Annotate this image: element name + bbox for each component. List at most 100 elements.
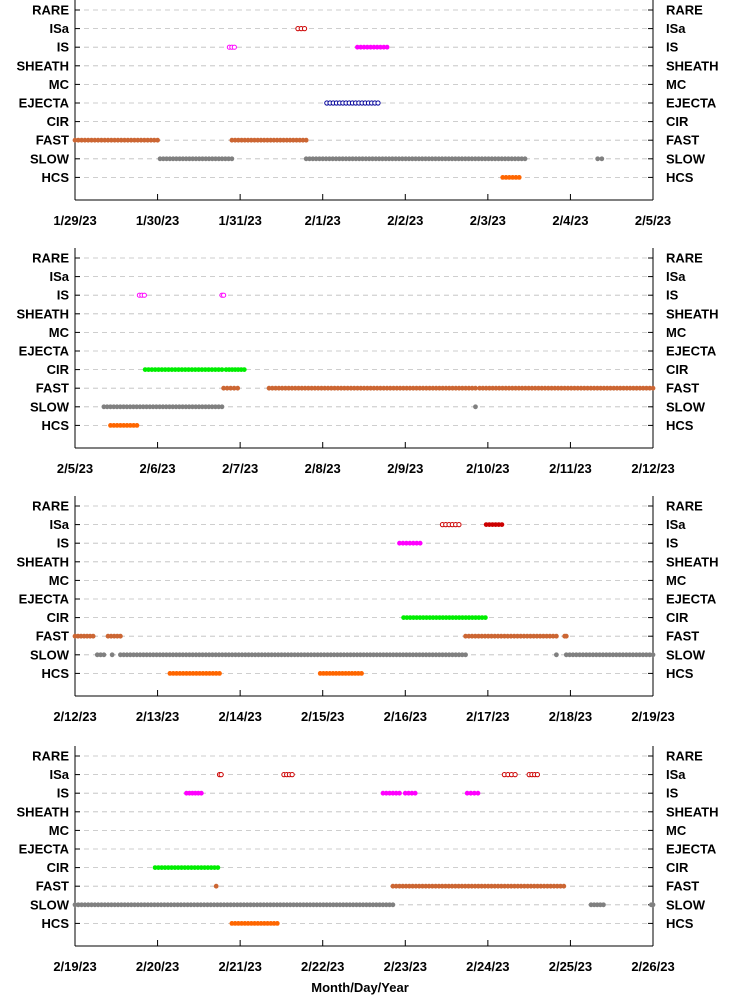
data-point-hcs [170,671,176,676]
data-point-hcs [111,423,117,428]
series-isa-segment [501,772,518,778]
data-point-cir [206,367,212,372]
y-category-label-right: EJECTA [666,96,717,111]
data-point-fast [498,883,504,889]
data-point-slow [153,404,159,410]
data-point-slow [377,902,383,908]
data-point-slow [489,156,495,162]
data-point-fast [462,883,468,889]
data-point-is [402,790,408,796]
data-point-slow [364,652,370,658]
data-point-is [354,44,360,50]
data-point-cir [152,367,158,372]
data-point-cir [219,367,225,372]
data-point-cir [216,367,222,372]
y-category-label-left: MC [49,77,70,92]
data-point-is [397,540,402,546]
y-category-label-right: EJECTA [666,842,717,857]
data-point-cir [192,865,198,870]
y-category-label-left: SLOW [30,897,70,912]
data-point-fast [538,883,544,889]
data-point-cir [146,367,151,372]
data-point-slow [121,652,127,658]
data-point-slow [173,404,179,410]
data-point-slow [297,902,303,908]
data-point-cir [172,865,178,870]
data-point-slow [124,404,130,410]
data-point-fast [531,883,537,889]
series-slow-segment [553,652,559,658]
data-point-slow [363,156,369,162]
data-point-slow [114,404,120,410]
data-point-slow [318,652,324,658]
data-point-cir [182,367,188,372]
data-point-slow [492,156,498,162]
data-point-cir [182,865,188,870]
data-point-slow [336,156,342,162]
data-point-hcs [180,671,186,676]
y-category-label-left: HCS [42,916,70,931]
data-point-slow [443,652,449,658]
data-point-slow [371,652,376,658]
data-point-slow [499,156,505,162]
data-point-fast [492,883,498,889]
series-hcs-segment [167,671,222,676]
data-point-is [393,790,399,796]
x-tick-label: 2/17/23 [466,709,509,724]
x-tick-label: 2/14/23 [218,709,261,724]
data-point-ejecta [375,100,381,106]
data-point-slow [104,404,110,410]
series-ejecta-segment [324,100,381,106]
data-point-slow [162,902,167,908]
data-point-slow [522,156,528,162]
data-point-cir [199,367,205,372]
data-point-slow [420,652,426,658]
data-point-slow [178,902,184,908]
x-tick-label: 2/3/23 [470,213,506,228]
data-point-slow [367,902,373,908]
data-point-slow [430,652,436,658]
series-slow-segment [588,902,606,908]
data-point-cir [159,865,165,870]
y-category-label-right: ISa [666,517,686,532]
data-point-slow [127,652,133,658]
data-point-fast [75,137,81,143]
data-point-fast [390,883,396,889]
data-point-fast [423,883,429,889]
data-point-slow [269,652,275,658]
data-point-slow [111,404,117,410]
data-point-fast [92,137,98,143]
data-point-slow [456,652,462,658]
series-slow-segment [157,156,235,162]
data-point-fast [558,883,563,889]
data-point-slow [462,156,468,162]
data-point-fast [521,883,527,889]
x-tick-label: 2/4/23 [552,213,588,228]
data-point-fast [128,137,134,143]
data-point-slow [433,652,439,658]
data-point-slow [213,652,219,658]
x-tick-label: 1/30/23 [136,213,179,228]
data-point-slow [310,156,316,162]
x-tick-label: 2/18/23 [549,709,592,724]
data-point-slow [72,902,78,908]
y-category-label-left: EJECTA [19,344,70,359]
data-point-slow [325,652,330,658]
data-point-slow [599,156,605,162]
data-point-slow [344,652,350,658]
data-point-is [387,790,392,796]
x-tick-label: 2/1/23 [305,213,341,228]
x-tick-label: 2/12/23 [631,461,674,476]
data-point-slow [450,652,455,658]
data-point-slow [476,156,481,162]
data-point-fast [138,137,144,143]
data-point-fast [221,385,227,391]
data-point-slow [176,404,182,410]
data-point-slow [294,902,300,908]
data-point-fast [145,137,151,143]
data-point-slow [570,652,576,658]
y-category-label-left: IS [57,288,70,303]
y-category-label-left: SHEATH [17,306,69,321]
data-point-slow [164,652,169,658]
